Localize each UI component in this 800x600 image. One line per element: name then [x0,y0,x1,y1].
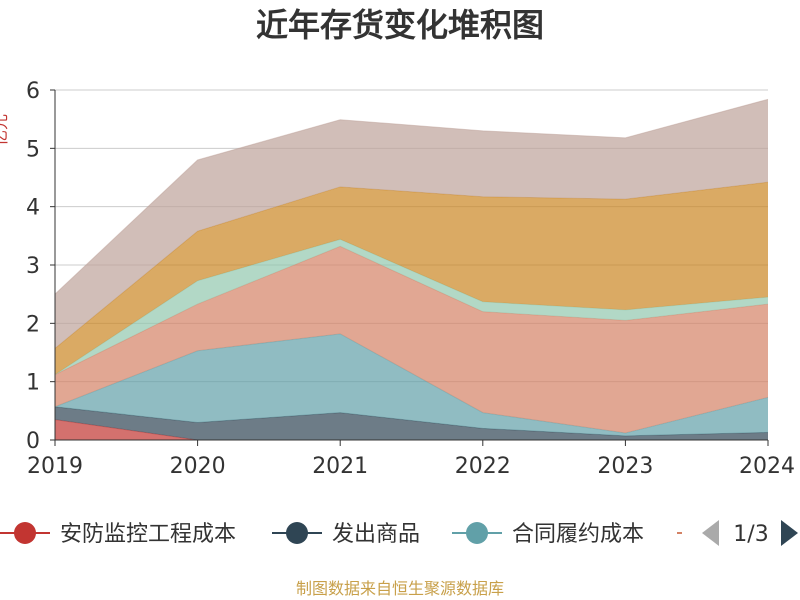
legend-prev-icon[interactable] [702,520,719,546]
legend-item[interactable]: 安防监控工程成本 [0,522,236,547]
x-ticks: 2019 2020 2021 2022 2023 2024 [27,440,795,479]
y-axis-label: 亿元 [0,114,10,146]
x-tick-label: 2023 [597,454,653,479]
y-tick-label: 6 [26,79,40,104]
line-series-6 [54,98,769,295]
y-ticks: 0 1 2 3 4 5 6 [26,79,55,454]
y-tick-label: 0 [26,429,40,454]
area-series-6 [55,99,768,349]
legend-marker [286,522,308,544]
x-tick-label: 2021 [312,454,368,479]
legend-next-icon[interactable] [781,520,798,546]
y-tick-label: 2 [26,312,40,337]
y-tick-label: 1 [26,371,40,396]
y-tick-label: 5 [26,137,40,162]
area-series-3 [55,246,768,433]
x-tick-label: 2024 [739,454,795,479]
legend-label: 安防监控工程成本 [60,522,236,547]
source-note: 制图数据来自恒生聚源数据库 [296,579,504,598]
legend-label: 发出商品 [332,522,420,547]
area-series-0 [55,419,768,440]
area-series-4 [55,239,768,375]
area-series-1 [55,406,768,440]
legend-marker [466,522,488,544]
x-tick-label: 2020 [170,454,226,479]
legend-item[interactable]: 合同履约成本 [452,522,644,547]
legend-marker [14,522,36,544]
area-series-2 [55,333,768,436]
x-tick-label: 2022 [455,454,511,479]
y-tick-label: 3 [26,254,40,279]
areas [54,98,769,441]
y-tick-label: 4 [26,196,40,221]
chart-title: 近年存货变化堆积图 [256,6,544,44]
legend-item[interactable]: 发出商品 [272,522,420,547]
area-series-5 [55,182,768,375]
legend-label: 合同履约成本 [512,522,644,547]
legend-page: 1/3 [733,522,768,547]
x-tick-label: 2019 [27,454,83,479]
legend: 安防监控工程成本 发出商品 合同履约成本 1/3 [0,520,798,547]
